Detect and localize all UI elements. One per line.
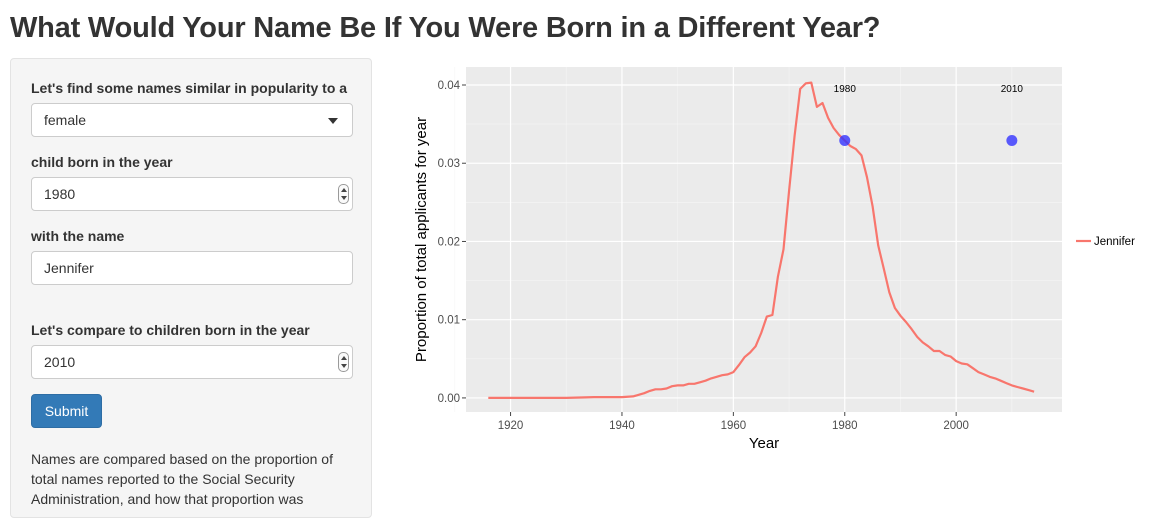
name-input-value: Jennifer (44, 260, 94, 276)
submit-button[interactable]: Submit (31, 394, 102, 428)
page-title: What Would Your Name Be If You Were Born… (10, 12, 881, 44)
popularity-chart: 1920 1940 1960 1980 2000 0.00 0.01 0.02 0.03 0.04… (413, 67, 1135, 452)
sex-select[interactable]: female (31, 103, 353, 137)
y-tick-label: 0.03 (438, 158, 460, 170)
intro-label: Let's find some names similar in popular… (31, 80, 348, 96)
name-input[interactable]: Jennifer (31, 251, 353, 285)
series-line-jennifer (488, 81, 1035, 399)
y-tick-label: 0.00 (438, 393, 460, 405)
birth-year-label: child born in the year (31, 154, 173, 170)
year-point (839, 135, 851, 147)
birth-year-input[interactable]: 1980 (31, 177, 353, 211)
point-label: 2010 (1001, 84, 1024, 95)
compare-year-input[interactable]: 2010 (31, 345, 353, 379)
compare-label: Let's compare to children born in the ye… (31, 322, 310, 338)
y-tick-label: 0.04 (438, 80, 461, 92)
year-point (1006, 135, 1018, 147)
x-tick-label: 2000 (943, 420, 969, 432)
input-panel: Let's find some names similar in popular… (10, 58, 372, 518)
stepper-icon[interactable] (338, 352, 349, 372)
plot-panel (466, 67, 1062, 412)
x-axis-title: Year (749, 435, 779, 452)
legend-label-jennifer: Jennifer (1094, 236, 1135, 248)
birth-year-value: 1980 (44, 186, 76, 202)
x-tick-label: 1940 (609, 420, 635, 432)
x-tick-label: 1960 (721, 420, 747, 432)
point-label: 1980 (834, 84, 857, 95)
stepper-icon[interactable] (338, 184, 349, 204)
y-axis-title: Proportion of total applicants for year (413, 117, 430, 362)
x-tick-label: 1980 (832, 420, 858, 432)
description-text: Names are compared based on the proporti… (31, 451, 333, 507)
x-tick-label: 1920 (498, 420, 524, 432)
sex-select-value: female (44, 112, 87, 128)
compare-year-value: 2010 (44, 354, 76, 370)
y-tick-label: 0.02 (438, 236, 460, 248)
chevron-down-icon[interactable] (328, 118, 338, 124)
y-tick-label: 0.01 (438, 315, 460, 327)
name-label: with the name (31, 228, 125, 244)
